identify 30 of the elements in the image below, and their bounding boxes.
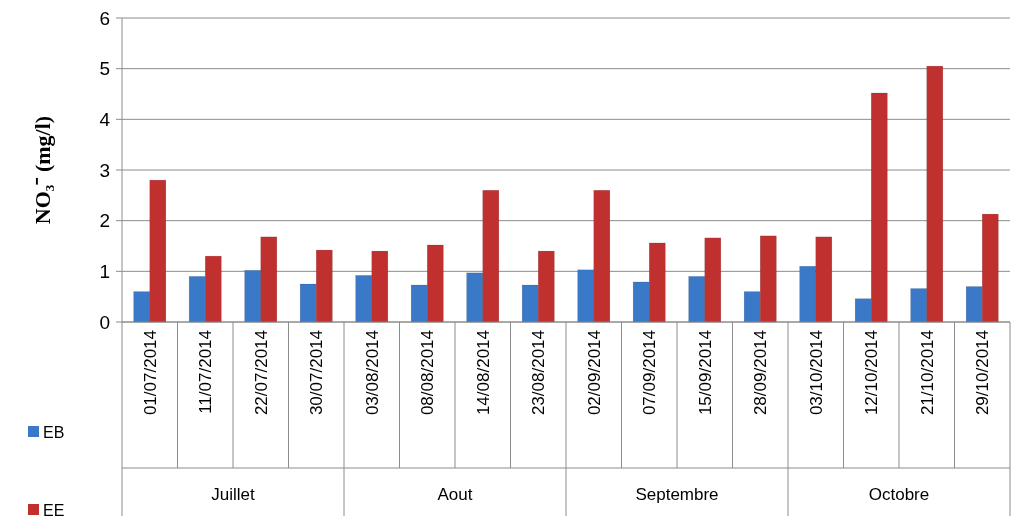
y-tick-label: 2	[99, 210, 110, 232]
y-tick-label: 3	[99, 159, 110, 181]
x-tick-label: 15/09/2014	[695, 330, 715, 416]
x-tick-label: 02/09/2014	[584, 330, 604, 416]
y-tick-label: 1	[99, 260, 110, 282]
text: Septembre	[635, 485, 719, 504]
text: Aout	[437, 485, 473, 504]
x-tick-label: 29/10/2014	[973, 330, 993, 416]
x-tick-label: 30/07/2014	[307, 330, 327, 416]
y-tick-label: 5	[99, 58, 110, 80]
x-tick-label: 23/08/2014	[529, 330, 549, 416]
x-tick-label: 07/09/2014	[640, 330, 660, 416]
x-tick-label: 03/10/2014	[806, 330, 826, 416]
x-tick-label: 11/07/2014	[196, 330, 216, 414]
legend-label: EB	[43, 423, 65, 441]
x-tick-label: 21/10/2014	[917, 330, 937, 416]
x-tick-label: 12/10/2014	[862, 330, 882, 416]
x-tick-label: 14/08/2014	[473, 330, 493, 416]
text: Juillet	[211, 485, 256, 504]
x-tick-label: 03/08/2014	[362, 330, 382, 416]
x-tick-label: 08/08/2014	[418, 330, 438, 416]
x-tick-label: 01/07/2014	[140, 330, 160, 416]
x-tick-label: 22/07/2014	[251, 330, 271, 416]
y-axis-title: NO₃⁻ (mg/l)	[30, 115, 55, 225]
y-tick-label: 0	[99, 311, 110, 333]
y-tick-label: 4	[99, 108, 111, 130]
legend-label: EE	[43, 501, 65, 518]
text: Octobre	[868, 485, 930, 504]
y-tick-label: 6	[99, 7, 110, 29]
x-tick-label: 28/09/2014	[751, 330, 771, 416]
